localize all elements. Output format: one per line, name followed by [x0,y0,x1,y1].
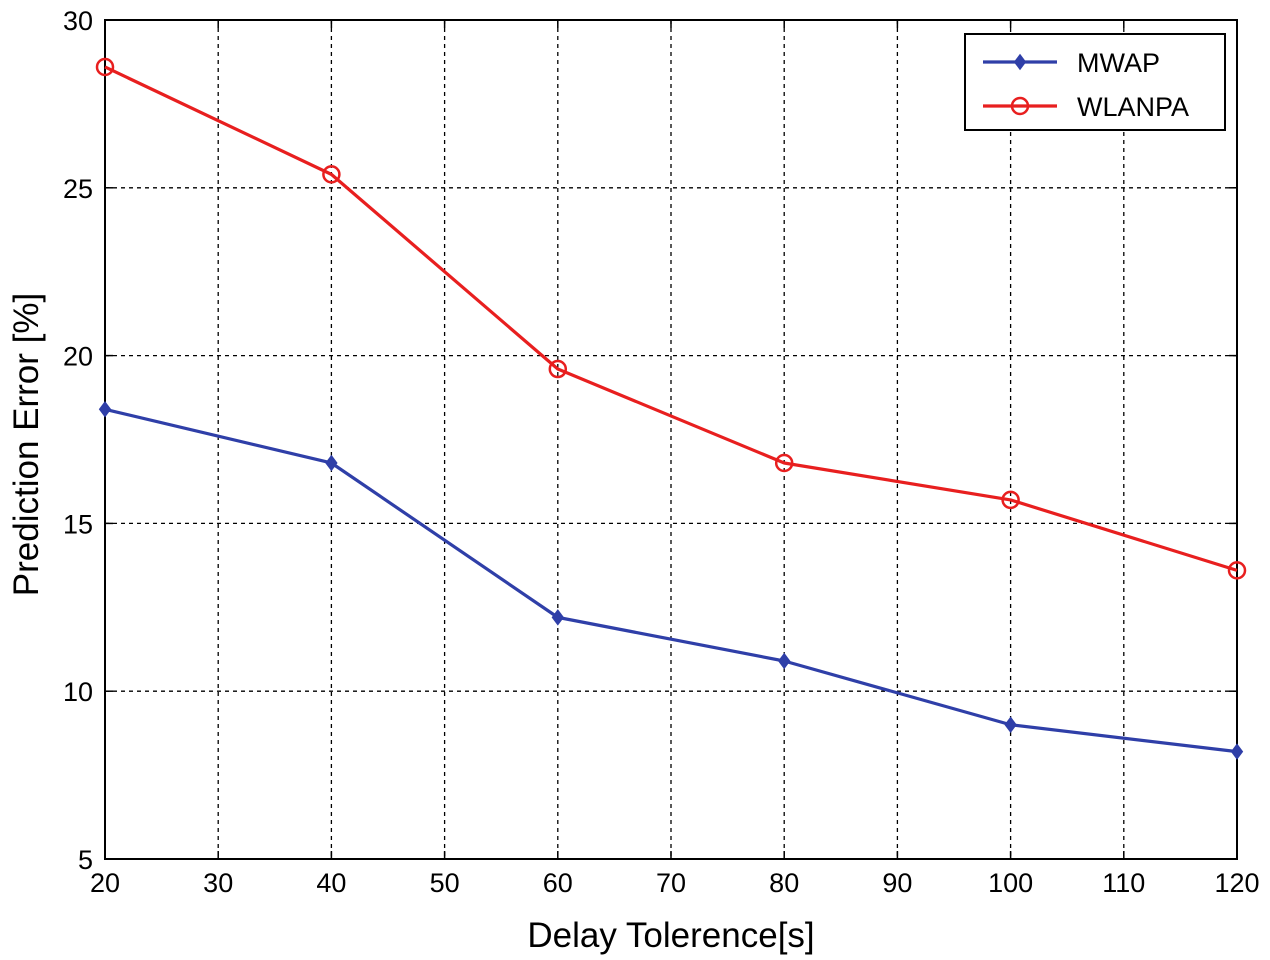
x-tick-label: 20 [90,868,120,898]
x-tick-label: 30 [203,868,233,898]
legend-label-mwap: MWAP [1077,48,1160,78]
legend-label-wlanpa: WLANPA [1077,92,1189,122]
x-tick-label: 80 [769,868,799,898]
y-tick-label: 15 [63,509,93,539]
data-point [95,57,115,77]
legend-box [964,33,1226,131]
x-tick-label: 60 [543,868,573,898]
data-point [1230,743,1244,760]
axis-ticks: 20 30 40 50 60 70 80 90 100 110 120 5 10 15 20 25 30 [63,6,1260,898]
y-tick-label: 20 [63,342,93,372]
y-tick-label: 30 [63,6,93,36]
x-tick-label: 120 [1214,868,1259,898]
series-line-mwap [104,407,1238,754]
data-point [322,165,341,184]
x-tick-label: 40 [316,868,346,898]
data-point [1001,490,1020,510]
legend-marker-wlanpa [1010,96,1030,116]
x-tick-label: 100 [988,868,1033,898]
x-tick-label: 90 [882,868,912,898]
series-mwap [98,401,1244,760]
series-wlanpa [95,57,1247,580]
x-axis-label: Delay Tolerence[s] [527,916,814,955]
series-group [95,57,1247,760]
data-point [325,454,338,472]
y-tick-label: 25 [63,174,93,204]
data-point [1227,561,1247,580]
y-tick-label: 5 [78,845,93,875]
y-tick-label: 10 [63,677,93,707]
grid [105,20,1237,859]
series-line-wlanpa [104,65,1238,572]
data-point [1004,716,1017,734]
x-tick-label: 70 [656,868,686,898]
data-point [98,401,112,418]
x-tick-label: 110 [1102,868,1145,898]
legend: MWAP WLANPA [964,33,1226,131]
y-axis-label: Prediction Error [%] [7,293,46,596]
x-tick-label: 50 [430,868,460,898]
legend-marker-mwap [1013,53,1027,71]
data-point [551,609,564,626]
data-point [774,453,794,473]
data-point [548,359,568,379]
data-point [778,652,791,670]
